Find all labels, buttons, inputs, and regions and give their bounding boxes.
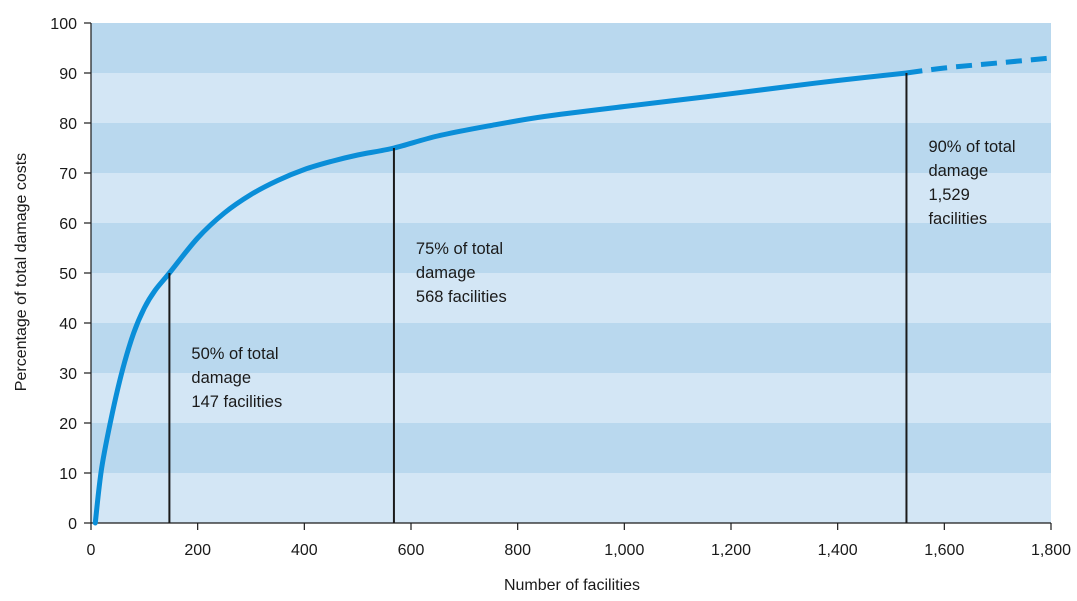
grid-band bbox=[91, 123, 1051, 173]
annotation-label-line: 568 facilities bbox=[416, 288, 507, 306]
grid-band bbox=[91, 323, 1051, 373]
x-tick-label: 1,400 bbox=[818, 542, 858, 559]
y-tick-label: 20 bbox=[59, 416, 77, 433]
annotations-layer: 50% of total damage 147 facilities 75% of t… bbox=[168, 73, 1016, 523]
y-tick-label: 40 bbox=[59, 316, 77, 333]
annotation-label: 75% of total damage 568 facilities bbox=[416, 240, 507, 306]
y-tick-label: 50 bbox=[59, 266, 77, 283]
x-tick-label: 600 bbox=[398, 542, 425, 559]
plot-background-bands bbox=[91, 23, 1051, 523]
annotation-label-line: facilities bbox=[928, 210, 987, 228]
annotation-label-line: 1,529 bbox=[928, 186, 969, 204]
grid-band bbox=[91, 423, 1051, 473]
x-tick-label: 1,800 bbox=[1031, 542, 1071, 559]
y-tick-label: 30 bbox=[59, 366, 77, 383]
annotation-label: 50% of total damage 147 facilities bbox=[191, 345, 282, 411]
grid-band bbox=[91, 23, 1051, 73]
y-tick-label: 70 bbox=[59, 166, 77, 183]
annotation-label-line: 50% of total bbox=[191, 345, 278, 363]
annotation-label-line: 75% of total bbox=[416, 240, 503, 258]
x-tick-label: 400 bbox=[291, 542, 318, 559]
annotation-label-line: damage bbox=[416, 264, 476, 282]
x-tick-label: 0 bbox=[87, 542, 96, 559]
grid-band bbox=[91, 223, 1051, 273]
x-tick-label: 800 bbox=[504, 542, 531, 559]
x-tick-label: 1,000 bbox=[604, 542, 644, 559]
y-tick-label: 80 bbox=[59, 116, 77, 133]
annotation-label-line: 147 facilities bbox=[191, 393, 282, 411]
grid-band bbox=[91, 273, 1051, 323]
x-axis-title: Number of facilities bbox=[504, 577, 640, 594]
x-tick-label: 1,600 bbox=[924, 542, 964, 559]
y-tick-label: 10 bbox=[59, 466, 77, 483]
x-tick-label: 200 bbox=[184, 542, 211, 559]
y-tick-label: 100 bbox=[50, 16, 77, 33]
y-tick-label: 0 bbox=[68, 516, 77, 533]
y-tick-label: 60 bbox=[59, 216, 77, 233]
y-axis-title: Percentage of total damage costs bbox=[13, 153, 30, 391]
grid-band bbox=[91, 173, 1051, 223]
series-line bbox=[92, 70, 909, 526]
axes: 0 10 20 30 40 50 60 70 80 90 100 0 200 400 600 800 1,000… bbox=[50, 16, 1071, 559]
series-layer bbox=[92, 55, 1052, 526]
series-line-projected bbox=[906, 55, 1052, 76]
annotation-label: 90% of total damage 1,529 facilities bbox=[928, 138, 1015, 228]
annotation-label-line: damage bbox=[928, 162, 988, 180]
y-tick-label: 90 bbox=[59, 66, 77, 83]
annotation-label-line: damage bbox=[191, 369, 251, 387]
x-tick-label: 1,200 bbox=[711, 542, 751, 559]
annotation-label-line: 90% of total bbox=[928, 138, 1015, 156]
grid-band bbox=[91, 473, 1051, 523]
grid-band bbox=[91, 373, 1051, 423]
